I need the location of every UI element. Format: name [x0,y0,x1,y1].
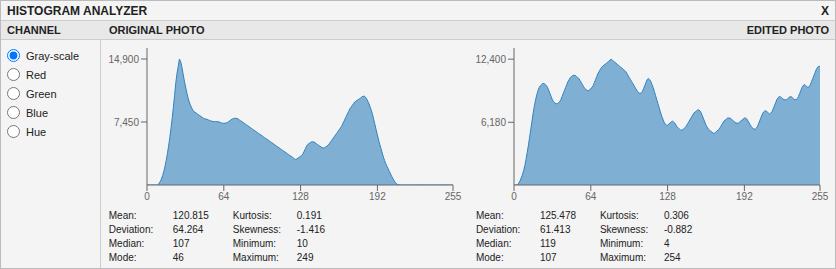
html-text:Blue: Blue [26,106,48,119]
svg-text:12,400: 12,400 [475,54,506,65]
html-text:Maximum:: Maximum: [599,252,646,263]
html-text:4: 4 [663,238,670,249]
html-text:0.306: 0.306 [663,210,689,221]
svg-text:128: 128 [292,191,309,202]
html-text:10: 10 [296,238,308,249]
html-text:46: 46 [172,252,184,263]
html-text:X: X [821,3,829,18]
html-text:64.264: 64.264 [172,224,204,235]
svg-text:7,450: 7,450 [114,117,139,128]
html-text:254: 254 [663,252,681,263]
html-text:Maximum:: Maximum: [232,252,279,263]
svg-text:6,180: 6,180 [481,117,506,128]
html-text:61.413: 61.413 [539,224,571,235]
html-text:Skewness:: Skewness: [599,224,649,235]
html-text:249: 249 [296,252,314,263]
svg-text:255: 255 [444,191,461,202]
html-text:CHANNEL: CHANNEL [7,24,61,36]
svg-text:255: 255 [812,191,828,202]
svg-text:192: 192 [736,191,753,202]
html-text:Kurtosis:: Kurtosis: [232,210,272,221]
svg-text:0: 0 [144,191,150,202]
html-text:Green: Green [26,87,57,100]
html-text:Deviation:: Deviation: [475,224,521,235]
svg-text:192: 192 [369,191,386,202]
html-text:HISTOGRAM ANALYZER: HISTOGRAM ANALYZER [7,3,148,18]
html-text:125.478: 125.478 [539,210,576,221]
html-text:107: 107 [539,252,557,263]
html-text:EDITED PHOTO: EDITED PHOTO [746,24,829,36]
html-text:Deviation:: Deviation: [108,224,154,235]
html-text:Median:: Median: [108,238,145,249]
html-text:Skewness:: Skewness: [232,224,282,235]
html-text:Mean:: Mean: [108,210,137,221]
html-text:107: 107 [172,238,190,249]
svg-text:64: 64 [218,191,230,202]
html-text:Kurtosis:: Kurtosis: [599,210,639,221]
svg-text:128: 128 [659,191,676,202]
html-text:Mean:: Mean: [475,210,504,221]
svg-text:14,900: 14,900 [108,54,139,65]
svg-text:64: 64 [585,191,597,202]
html-text:120.815: 120.815 [172,210,209,221]
html-text:Minimum:: Minimum: [232,238,277,249]
html-text:Gray-scale: Gray-scale [26,49,80,62]
html-text:Mode:: Mode: [108,252,137,263]
html-text:ORIGINAL PHOTO: ORIGINAL PHOTO [109,24,205,36]
html-text:Red: Red [26,68,47,81]
html-text:Minimum:: Minimum: [599,238,644,249]
html-text:-1.416: -1.416 [296,224,326,235]
svg-text:0: 0 [511,191,517,202]
html-text:-0.882: -0.882 [663,224,693,235]
html-text:119: 119 [539,238,556,249]
html-text:Hue: Hue [26,125,47,138]
html-text:0.191: 0.191 [296,210,322,221]
html-text:Mode:: Mode: [475,252,504,263]
html-text:Median:: Median: [475,238,512,249]
